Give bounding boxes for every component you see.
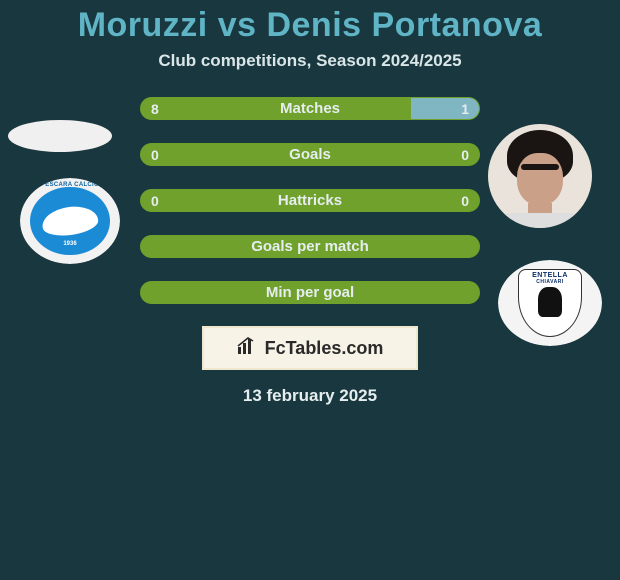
stat-value-right: 0 [461,190,469,211]
stat-label: Matches [141,98,479,119]
stat-label: Goals [141,144,479,165]
stat-row: Hattricks0 0 [140,189,480,212]
page-subtitle: Club competitions, Season 2024/2025 [0,51,620,71]
stat-row: Min per goal [140,281,480,304]
stat-label: Goals per match [141,236,479,257]
stat-row: Matches8 1 [140,97,480,120]
stat-value-left: 0 [151,190,159,211]
stat-row: Goals0 0 [140,143,480,166]
barchart-icon [237,337,259,360]
stat-row: Goals per match [140,235,480,258]
stat-bars: Matches81Goals00Hattricks00Goals per mat… [0,97,620,304]
stat-label: Hattricks [141,190,479,211]
page-title: Moruzzi vs Denis Portanova [0,0,620,45]
fctables-watermark: FcTables.com [202,326,418,370]
stat-value-left: 8 [151,98,159,119]
stat-value-right: 0 [461,144,469,165]
stat-label: Min per goal [141,282,479,303]
stat-value-right: 1 [461,98,469,119]
fctables-label: FcTables.com [265,338,384,359]
date-label: 13 february 2025 [0,386,620,406]
stat-value-left: 0 [151,144,159,165]
